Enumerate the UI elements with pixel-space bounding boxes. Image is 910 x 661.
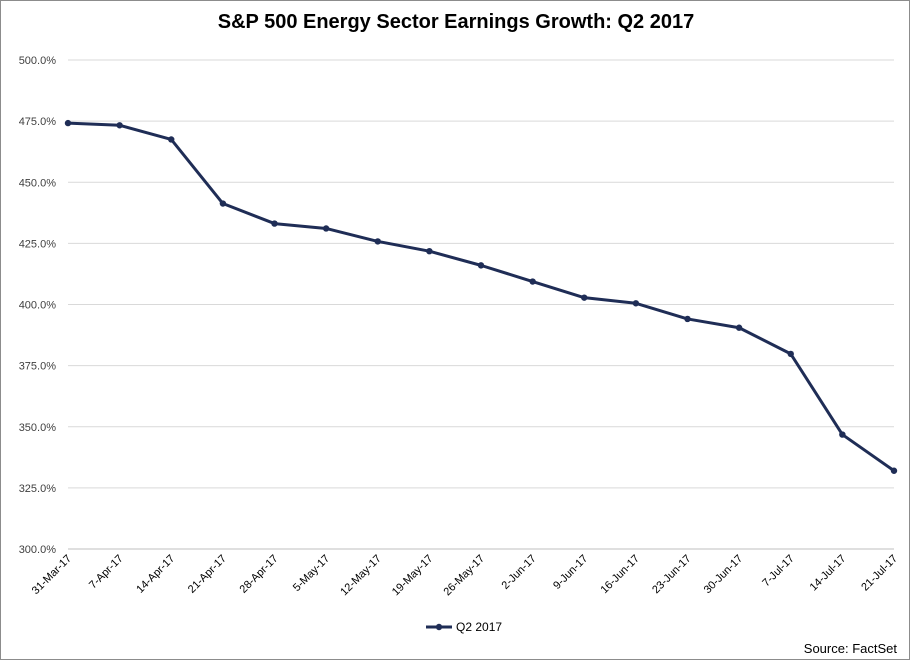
y-tick-label: 375.0% <box>19 361 57 373</box>
x-tick-label: 12-May-17 <box>338 553 384 599</box>
data-point <box>374 238 381 245</box>
data-point <box>581 294 588 301</box>
data-point <box>168 136 175 143</box>
x-tick-label: 26-May-17 <box>441 553 487 599</box>
legend-marker <box>435 623 443 631</box>
y-tick-label: 500.0% <box>19 55 57 67</box>
y-tick-label: 350.0% <box>19 422 57 434</box>
x-tick-label: 14-Apr-17 <box>134 553 177 596</box>
data-point <box>890 467 898 474</box>
y-axis: 300.0% 325.0% 350.0% 375.0% 400.0% 425.0% 450.… <box>19 55 57 556</box>
x-tick-label: 23-Jun-17 <box>650 553 694 597</box>
data-point <box>632 300 640 307</box>
x-tick-label: 28-Apr-17 <box>238 553 281 596</box>
y-tick-label: 450.0% <box>19 177 57 189</box>
x-tick-label: 7-Apr-17 <box>87 553 126 592</box>
x-tick-label: 5-May-17 <box>291 553 332 594</box>
y-tick-label: 300.0% <box>19 544 57 556</box>
gridlines <box>68 59 894 550</box>
data-point <box>839 431 846 438</box>
data-point <box>735 324 743 331</box>
x-tick-label: 2-Jun-17 <box>500 553 539 592</box>
data-point <box>426 247 433 255</box>
data-point <box>219 200 227 207</box>
series-line <box>67 121 895 472</box>
series-layer <box>64 119 898 474</box>
data-point <box>322 225 330 232</box>
data-point <box>787 350 794 358</box>
y-tick-label: 475.0% <box>19 116 57 128</box>
x-tick-label: 19-May-17 <box>390 553 436 599</box>
x-tick-label: 21-Jul-17 <box>859 553 900 594</box>
data-point <box>477 262 485 269</box>
data-point <box>271 220 278 227</box>
x-axis: 31-Mar-17 7-Apr-17 14-Apr-17 21-Apr-17 28-Ap… <box>30 553 900 599</box>
legend: Q2 2017 <box>426 620 502 634</box>
y-tick-label: 425.0% <box>19 238 57 250</box>
chart-title: S&P 500 Energy Sector Earnings Growth: Q… <box>217 11 695 33</box>
x-tick-label: 16-Jun-17 <box>598 553 642 597</box>
data-point <box>116 122 123 129</box>
x-tick-label: 9-Jun-17 <box>551 553 590 592</box>
data-point <box>684 315 691 323</box>
x-tick-label: 14-Jul-17 <box>808 553 849 594</box>
data-point <box>529 278 536 285</box>
x-tick-label: 21-Apr-17 <box>186 553 229 596</box>
y-tick-label: 325.0% <box>19 483 57 495</box>
legend-label: Q2 2017 <box>456 620 502 634</box>
source-note: Source: FactSet <box>803 641 897 656</box>
y-tick-label: 400.0% <box>19 300 57 312</box>
x-tick-label: 31-Mar-17 <box>30 553 74 597</box>
x-tick-label: 7-Jul-17 <box>760 553 797 590</box>
data-point <box>64 119 72 127</box>
x-tick-label: 30-Jun-17 <box>702 553 746 597</box>
